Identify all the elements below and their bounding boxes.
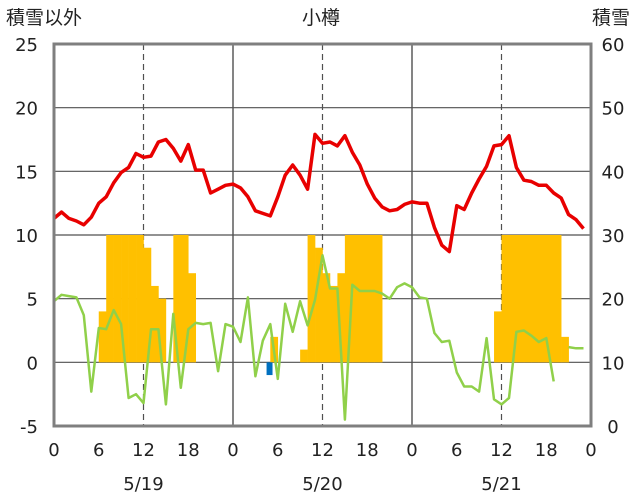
precip-bar: [531, 235, 540, 363]
y-left-tick-label: 15: [15, 162, 38, 183]
y-right-tick-label: 20: [602, 290, 625, 311]
y-left-tick-label: 20: [15, 99, 38, 120]
precip-bar: [173, 235, 182, 363]
x-tick-label: 18: [177, 440, 200, 461]
precip-bar: [329, 285, 338, 363]
x-tick-label: 12: [311, 440, 334, 461]
y-right-tick-label: 50: [602, 99, 625, 120]
x-tick-label: 0: [48, 440, 59, 461]
precip-bar: [300, 349, 308, 363]
date-label: 5/21: [481, 474, 521, 495]
precip-bar: [150, 285, 159, 363]
precip-bar: [136, 235, 144, 363]
x-tick-label: 18: [535, 440, 558, 461]
precip-bar: [374, 235, 383, 363]
y-left-tick-label: 25: [15, 35, 38, 56]
y-right-tick-label: 0: [607, 417, 618, 438]
precip-bar: [538, 235, 547, 363]
y-right-tick-label: 30: [602, 226, 625, 247]
precip-bar: [337, 273, 346, 363]
precipitation-bars: [98, 235, 569, 376]
precip-bar: [352, 235, 361, 363]
precip-bar: [128, 235, 137, 363]
precip-bar: [113, 235, 122, 363]
precip-bar: [508, 235, 517, 363]
precip-bar: [516, 235, 525, 363]
precip-bar: [367, 235, 376, 363]
precip-bar: [494, 311, 502, 363]
y-right-tick-label: 60: [602, 35, 625, 56]
plot-border: [52, 42, 593, 428]
precip-bar: [315, 247, 323, 363]
y-left-tick-label: -5: [20, 417, 38, 438]
x-tick-label: 6: [93, 440, 104, 461]
precip-bar: [143, 247, 152, 363]
y-left-tick-label: 0: [27, 353, 38, 374]
precip-bar: [158, 298, 167, 363]
y-left-tick-label: 10: [15, 226, 38, 247]
precip-bar: [501, 235, 510, 363]
precip-bar: [523, 235, 532, 363]
precip-bar: [180, 235, 189, 363]
y-right-axis-label: 積雪: [592, 7, 630, 29]
wind-line: [568, 345, 584, 350]
precip-bar-negative: [266, 362, 273, 376]
precip-bar: [546, 235, 555, 363]
x-tick-label: 0: [585, 440, 596, 461]
precip-bar: [188, 273, 197, 363]
date-label: 5/20: [302, 474, 342, 495]
series-lines: [52, 132, 585, 421]
chart-title: 小樽: [302, 7, 340, 29]
y-left-tick-label: 5: [27, 290, 38, 311]
x-tick-label: 12: [490, 440, 513, 461]
x-tick-label: 18: [356, 440, 379, 461]
x-tick-label: 6: [451, 440, 462, 461]
y-right-tick-label: 40: [602, 162, 625, 183]
precip-bar: [344, 235, 353, 363]
wind-line: [53, 254, 555, 421]
precip-bar: [98, 311, 107, 363]
x-tick-label: 0: [227, 440, 238, 461]
precip-bar: [561, 336, 569, 363]
x-tick-label: 6: [272, 440, 283, 461]
x-tick-label: 12: [132, 440, 155, 461]
precip-bar: [359, 235, 368, 363]
plot-frame: [52, 42, 593, 428]
y-left-axis-label: 積雪以外: [6, 7, 82, 29]
precip-bar: [121, 235, 129, 363]
precip-bar: [322, 273, 331, 363]
precip-bar: [307, 235, 316, 363]
precip-bar: [106, 235, 114, 363]
date-label: 5/19: [123, 474, 163, 495]
x-tick-label: 0: [406, 440, 417, 461]
y-right-tick-label: 10: [602, 353, 625, 374]
temperature-line: [52, 132, 585, 254]
precip-bar: [553, 235, 562, 363]
